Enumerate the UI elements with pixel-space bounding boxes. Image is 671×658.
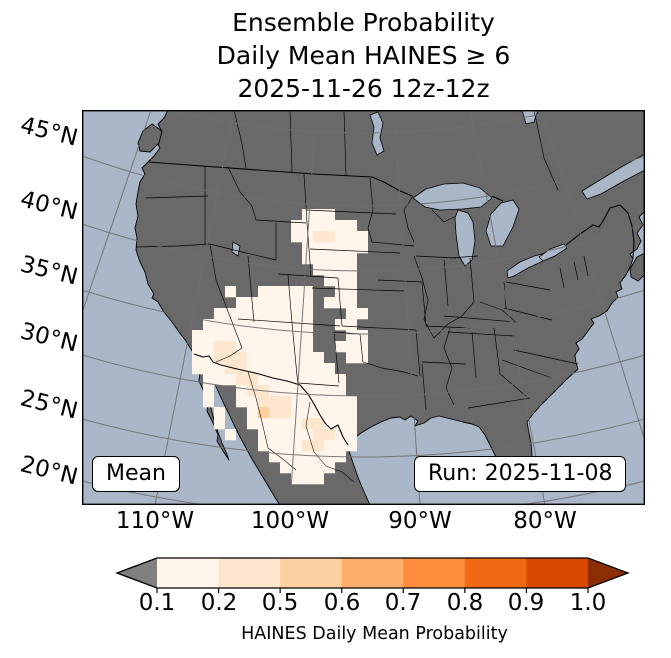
probability-cell	[313, 264, 357, 276]
colorbar	[115, 557, 630, 593]
canada-border	[147, 161, 635, 259]
colorbar-segment	[464, 558, 527, 588]
lat-tick-45n: 45°N	[17, 112, 81, 152]
lat-tick-20n: 20°N	[17, 451, 81, 491]
lon-tick-100w: 100°W	[250, 508, 330, 534]
cb-tick-1.0: 1.0	[569, 590, 607, 616]
probability-cell	[225, 286, 236, 298]
probability-cell	[269, 451, 346, 463]
colorbar-segment	[403, 558, 466, 588]
probability-cell	[225, 429, 236, 441]
probability-cell	[258, 396, 291, 408]
cb-tick-0.7: 0.7	[384, 590, 422, 616]
lat-tick-35n: 35°N	[17, 251, 81, 291]
probability-cell	[258, 429, 357, 441]
probability-cell	[346, 330, 368, 342]
probability-cell	[302, 209, 335, 221]
colorbar-ticks	[156, 588, 589, 593]
lat-tick-30n: 30°N	[17, 318, 81, 358]
stat-label-box: Mean	[92, 456, 180, 492]
probability-cell	[203, 374, 346, 386]
probability-cell	[335, 341, 368, 353]
probability-cell	[214, 308, 313, 320]
national-borders	[147, 161, 635, 446]
mexico-state-borders	[247, 371, 355, 483]
probability-cell	[214, 418, 225, 430]
probability-cell	[236, 374, 258, 386]
probability-cell	[269, 407, 291, 419]
probability-cell	[335, 319, 357, 331]
run-date-box: Run: 2025-11-08	[414, 456, 627, 492]
probability-cell	[203, 385, 214, 397]
probability-cell	[324, 297, 357, 309]
probability-cell	[302, 440, 324, 452]
probability-cell	[192, 341, 313, 353]
probability-cell	[302, 253, 357, 265]
probability-cell	[192, 330, 313, 342]
probability-cell	[214, 341, 236, 353]
lon-tick-110w: 110°W	[115, 508, 195, 534]
colorbar-segment	[280, 558, 343, 588]
colorbar-segments	[117, 558, 628, 588]
probability-cell	[214, 407, 225, 419]
cb-tick-0.8: 0.8	[446, 590, 484, 616]
cb-tick-0.6: 0.6	[323, 590, 361, 616]
probability-cell	[346, 352, 368, 364]
lake-huron	[485, 199, 520, 247]
nova-scotia	[629, 252, 645, 282]
mexico-border	[193, 353, 349, 446]
colorbar-under-arrow	[117, 558, 157, 588]
probability-cell	[258, 286, 291, 298]
probability-cell	[346, 308, 368, 320]
cb-tick-0.5: 0.5	[261, 590, 299, 616]
probability-cell	[324, 275, 357, 287]
probability-cell	[214, 352, 247, 364]
lake-winnipeg	[369, 111, 385, 156]
colorbar-label: HAINES Daily Mean Probability	[241, 624, 508, 644]
probability-cell	[236, 297, 302, 309]
title-line-1: Ensemble Probability	[232, 8, 495, 37]
great-salt-lake	[231, 241, 241, 257]
lakes	[231, 110, 645, 279]
lon-tick-90w: 90°W	[388, 508, 452, 534]
colorbar-over-arrow	[588, 558, 628, 588]
probability-cell	[258, 407, 269, 419]
lat-tick-25n: 25°N	[17, 385, 81, 425]
gulf-st-lawrence	[581, 153, 645, 200]
graticule	[82, 110, 645, 505]
probability-cell	[291, 473, 324, 485]
probability-cell	[313, 429, 335, 441]
probability-cell	[247, 407, 357, 419]
probability-cell	[291, 286, 313, 298]
cb-tick-0.9: 0.9	[507, 590, 545, 616]
map-canvas	[82, 110, 645, 505]
lon-tick-80w: 80°W	[513, 508, 577, 534]
colorbar-segment	[341, 558, 404, 588]
title-line-2: Daily Mean HAINES ≥ 6	[216, 41, 511, 70]
state-borders	[135, 110, 589, 411]
cb-tick-0.2: 0.2	[200, 590, 238, 616]
title-line-3: 2025-11-26 12z-12z	[237, 74, 490, 103]
lake-michigan	[454, 209, 476, 267]
plot-title: Ensemble Probability Daily Mean HAINES ≥…	[82, 6, 645, 105]
probability-cell	[236, 385, 346, 397]
probability-cell	[302, 242, 368, 254]
probability-cell	[203, 396, 214, 408]
probability-cell	[192, 352, 324, 364]
probability-cell	[280, 462, 335, 474]
probability-cell	[192, 363, 335, 375]
colorbar-segment	[218, 558, 281, 588]
colorbar-segment	[526, 558, 589, 588]
cb-tick-0.1: 0.1	[138, 590, 176, 616]
probability-cell	[302, 418, 324, 430]
colorbar-segment	[157, 558, 220, 588]
probability-cell	[313, 231, 335, 243]
probability-cell	[335, 286, 357, 298]
lat-tick-40n: 40°N	[17, 186, 81, 226]
probability-cell	[291, 220, 357, 232]
probability-cell	[203, 319, 313, 331]
james-bay	[521, 110, 539, 125]
axes-frame	[82, 110, 645, 505]
